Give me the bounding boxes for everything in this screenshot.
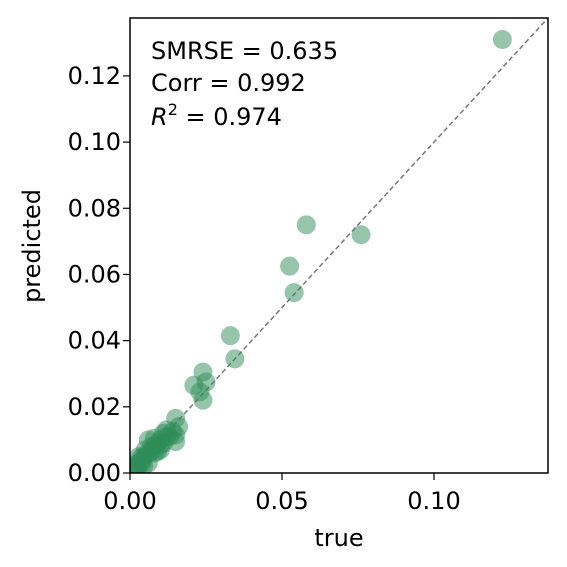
x-tick-label: 0.10 (407, 487, 460, 515)
plot-area (130, 18, 548, 473)
y-axis: 0.00 0.02 0.04 0.06 0.08 0.10 0.12 (68, 62, 130, 487)
x-tick-label: 0.00 (103, 487, 156, 515)
y-axis-label: predicted (18, 189, 46, 303)
data-point (280, 256, 300, 276)
data-point (193, 390, 213, 410)
y-tick-label: 0.04 (68, 327, 121, 355)
x-axis: 0.00 0.05 0.10 (103, 473, 461, 515)
y-tick-label: 0.10 (68, 128, 121, 156)
data-point (150, 435, 170, 455)
x-tick-label: 0.05 (255, 487, 308, 515)
plot-frame (129, 17, 549, 474)
data-point (220, 326, 240, 346)
data-point (284, 283, 304, 303)
data-point (134, 456, 154, 473)
y-tick-label: 0.06 (68, 260, 121, 288)
data-point (296, 215, 316, 235)
x-axis-label: true (314, 524, 363, 552)
r2-value: = 0.974 (178, 103, 282, 131)
data-point (166, 425, 186, 445)
reference-line (130, 18, 548, 473)
data-point (351, 225, 371, 245)
smrse-annotation: SMRSE = 0.635 (151, 37, 338, 65)
y-tick-label: 0.00 (68, 459, 121, 487)
y-tick-label: 0.08 (68, 194, 121, 222)
y-tick-label: 0.12 (68, 62, 121, 90)
r2-symbol: R (151, 103, 168, 131)
data-point (492, 30, 512, 50)
corr-annotation: Corr = 0.992 (151, 69, 306, 97)
r2-annotation: R2 = 0.974 (151, 100, 282, 131)
y-tick-label: 0.02 (68, 393, 121, 421)
r2-superscript: 2 (168, 100, 178, 119)
data-point (225, 349, 245, 369)
